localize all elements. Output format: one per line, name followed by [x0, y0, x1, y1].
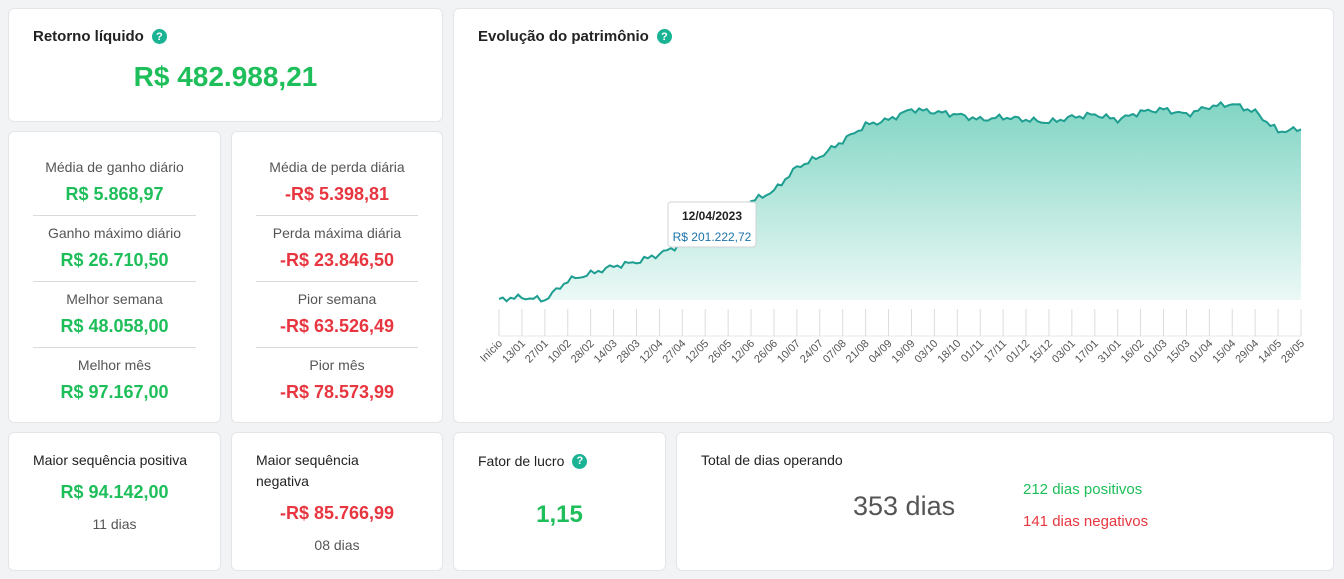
- stat-value: R$ 97.167,00: [60, 382, 169, 402]
- equity-area: [499, 102, 1301, 302]
- help-icon[interactable]: ?: [151, 29, 167, 44]
- profit-factor-card: Fator de lucro ? 1,15: [453, 432, 666, 571]
- help-icon[interactable]: ?: [656, 29, 672, 44]
- seq-positive-card: Maior sequência positiva R$ 94.142,00 11…: [8, 432, 221, 571]
- x-tick-label: 15/12: [1027, 338, 1055, 366]
- x-tick-label: 26/06: [752, 338, 780, 366]
- x-tick-label: 03/01: [1050, 338, 1078, 366]
- chart-title: Evolução do patrimônio: [478, 28, 649, 45]
- stat-best-week: Melhor semana R$ 48.058,00: [33, 282, 196, 348]
- retorno-value: R$ 482.988,21: [133, 61, 318, 92]
- equity-line: [498, 100, 1302, 303]
- total-days-title: Total de dias operando: [701, 452, 843, 468]
- x-tick-label: 27/04: [660, 338, 688, 366]
- stat-value: R$ 26.710,50: [60, 250, 169, 270]
- x-tick-label: 14/05: [1256, 338, 1284, 366]
- stat-value: -R$ 5.398,81: [284, 184, 390, 204]
- x-tick-label: 01/11: [959, 338, 986, 365]
- retorno-title: Retorno líquido: [33, 28, 144, 45]
- negative-days: 141 dias negativos: [1023, 513, 1149, 530]
- x-tick-label: 28/03: [615, 338, 643, 366]
- stat-avg-loss: Média de perda diária -R$ 5.398,81: [256, 150, 418, 216]
- x-tick-label: 15/03: [1165, 338, 1193, 366]
- x-tick-label: 19/09: [890, 338, 918, 366]
- positive-days: 212 dias positivos: [1023, 481, 1143, 498]
- losses-card: Média de perda diária -R$ 5.398,81 Perda …: [231, 131, 443, 423]
- profit-factor-title: Fator de lucro: [478, 453, 565, 469]
- total-days-card: Total de dias operando 353 dias 212 dias…: [676, 432, 1334, 571]
- x-tick-label: 13/01: [500, 338, 528, 366]
- stat-label: Melhor mês: [77, 357, 152, 373]
- stat-label: Média de perda diária: [269, 159, 405, 175]
- total-days-value: 353 dias: [853, 491, 956, 521]
- chart-tooltip: 12/04/2023 R$ 201.222,72: [667, 201, 757, 248]
- seq-negative-label: Maior sequência negativa: [256, 450, 359, 492]
- x-tick-label: 10/07: [775, 338, 803, 366]
- stat-label: Melhor semana: [66, 291, 163, 307]
- seq-positive-days: 11 dias: [92, 516, 137, 532]
- seq-negative-label-line2: negativa: [256, 473, 309, 489]
- stat-label: Pior mês: [309, 357, 365, 373]
- seq-positive-value: R$ 94.142,00: [60, 482, 169, 502]
- stat-value: -R$ 78.573,99: [279, 382, 395, 402]
- x-tick-label: 18/10: [935, 338, 963, 366]
- stat-max-loss: Perda máxima diária -R$ 23.846,50: [256, 216, 418, 282]
- chart-card: Evolução do patrimônio ? Início 13/01 27/0…: [453, 8, 1334, 423]
- x-tick-label: 16/02: [1119, 338, 1147, 366]
- equity-chart[interactable]: Início13/0127/0110/0228/0214/0328/0312/0…: [454, 9, 1335, 424]
- x-tick-label: 21/08: [844, 338, 872, 366]
- x-tick-label: 31/01: [1096, 338, 1124, 366]
- x-tick-label: 17/01: [1073, 338, 1101, 366]
- chart-title-row: Evolução do patrimônio ?: [478, 28, 672, 45]
- stat-label: Pior semana: [297, 291, 377, 307]
- x-tick-label: 29/04: [1233, 338, 1261, 366]
- retorno-card: Retorno líquido ? R$ 482.988,21: [8, 8, 443, 122]
- x-tick-label: 12/06: [729, 338, 757, 366]
- losses-list: Média de perda diária -R$ 5.398,81 Perda …: [256, 150, 418, 413]
- x-tick-label: 04/09: [867, 338, 895, 366]
- x-tick-label: 17/11: [982, 338, 1009, 365]
- seq-negative-label-line1: Maior sequência: [256, 452, 359, 468]
- seq-negative-value: -R$ 85.766,99: [279, 503, 395, 523]
- x-tick-label: Início: [478, 338, 505, 365]
- seq-positive-label: Maior sequência positiva: [33, 452, 188, 468]
- help-icon[interactable]: ?: [572, 454, 588, 469]
- tooltip-value: R$ 201.222,72: [673, 230, 752, 244]
- x-tick-label: 12/04: [638, 338, 666, 366]
- gains-card: Média de ganho diário R$ 5.868,97 Ganho m…: [8, 131, 221, 423]
- stat-value: R$ 5.868,97: [65, 184, 164, 204]
- stat-best-month: Melhor mês R$ 97.167,00: [33, 348, 196, 413]
- x-tick-label: 01/12: [1004, 338, 1032, 366]
- stat-value: R$ 48.058,00: [60, 316, 169, 336]
- x-tick-label: 07/08: [821, 338, 849, 366]
- tooltip-date: 12/04/2023: [682, 209, 742, 223]
- x-tick-label: 28/02: [569, 338, 597, 366]
- seq-negative-card: Maior sequência negativa -R$ 85.766,99 0…: [231, 432, 443, 571]
- profit-factor-title-row: Fator de lucro ?: [478, 451, 588, 472]
- stat-label: Ganho máximo diário: [47, 225, 182, 241]
- stat-max-gain: Ganho máximo diário R$ 26.710,50: [33, 216, 196, 282]
- x-tick-label: 24/07: [798, 338, 826, 366]
- retorno-title-row: Retorno líquido ?: [33, 28, 167, 45]
- stat-worst-month: Pior mês -R$ 78.573,99: [256, 348, 418, 413]
- x-tick-label: 15/04: [1210, 338, 1238, 366]
- x-tick-label: 01/03: [1142, 338, 1170, 366]
- seq-negative-days: 08 dias: [314, 537, 360, 553]
- stat-value: -R$ 23.846,50: [279, 250, 395, 270]
- x-tick-label: 01/04: [1188, 338, 1216, 366]
- gains-list: Média de ganho diário R$ 5.868,97 Ganho m…: [33, 150, 196, 413]
- profit-factor-value: 1,15: [536, 501, 583, 528]
- x-tick-label: 14/03: [592, 338, 620, 366]
- x-tick-label: 28/05: [1279, 338, 1307, 366]
- stat-value: -R$ 63.526,49: [279, 316, 395, 336]
- x-tick-label: 27/01: [523, 338, 551, 366]
- x-tick-label: 03/10: [913, 338, 941, 366]
- stat-avg-gain: Média de ganho diário R$ 5.868,97: [33, 150, 196, 216]
- x-tick-label: 12/05: [683, 338, 711, 366]
- stat-label: Média de ganho diário: [45, 159, 184, 175]
- x-tick-label: 10/02: [546, 338, 574, 366]
- x-tick-label: 26/05: [706, 338, 734, 366]
- stat-label: Perda máxima diária: [272, 225, 402, 241]
- stat-worst-week: Pior semana -R$ 63.526,49: [256, 282, 418, 348]
